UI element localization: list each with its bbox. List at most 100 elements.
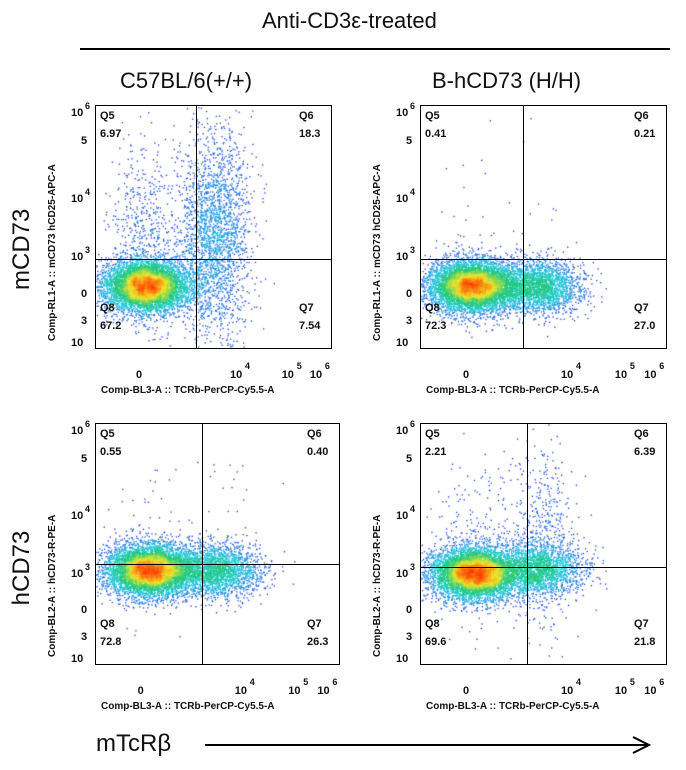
y-tick-exponent: 4	[410, 187, 416, 197]
quadrant-gate-horizontal[interactable]	[96, 259, 331, 260]
y-tick-label: 10	[396, 510, 409, 523]
y-tick-label: 10	[396, 567, 409, 580]
y-tick-label: 10	[71, 424, 84, 437]
y-tick-exponent: 3	[410, 561, 416, 572]
quadrant-name-q5: Q5	[100, 428, 115, 440]
x-tick-exponent: 5	[303, 677, 309, 687]
x-axis-title: Comp-BL3-A :: TCRb-PerCP-Cy5.5-A	[101, 701, 275, 712]
x-tick-label: 10	[614, 685, 628, 697]
y-tick-label: 3	[406, 631, 413, 644]
y-tick-label: 10	[71, 251, 84, 263]
y-tick-label: 10	[396, 251, 409, 263]
x-tick-label: 10	[317, 685, 330, 697]
quadrant-gate-horizontal[interactable]	[96, 564, 339, 565]
quadrant-gate-vertical[interactable]	[196, 106, 197, 348]
y-axis-title: Comp-RL1-A :: mCD73 hCD25-APC-A	[372, 164, 383, 341]
y-tick-label: 10	[71, 337, 84, 349]
y-tick-label: 10	[396, 107, 409, 119]
header-rule	[80, 48, 670, 50]
x-tick-label: 10	[561, 685, 574, 697]
x-tick-exponent: 6	[659, 361, 665, 371]
quadrant-value-q5: 6.97	[100, 128, 122, 140]
density-canvas	[421, 106, 666, 348]
y-tick-exponent: 3	[410, 245, 416, 255]
quadrant-name-q7: Q7	[307, 618, 322, 630]
x-tick-label: 10	[644, 369, 657, 381]
quadrant-value-q6: 0.21	[634, 128, 656, 140]
x-tick-exponent: 4	[576, 361, 582, 371]
x-tick-exponent: 6	[332, 677, 338, 687]
x-tick-exponent: 5	[296, 361, 302, 371]
quadrant-gate-horizontal[interactable]	[421, 567, 666, 568]
right-arrow-icon	[205, 736, 652, 754]
x-tick-label: 10	[309, 369, 323, 381]
x-axis-title: Comp-BL3-A :: TCRb-PerCP-Cy5.5-A	[426, 385, 600, 396]
x-tick-exponent: 4	[576, 677, 582, 687]
row-label-mcd73: mCD73	[8, 208, 35, 290]
x-tick-label: 10	[644, 685, 657, 697]
y-tick-exponent: 6	[410, 418, 416, 429]
quadrant-name-q7: Q7	[299, 302, 314, 314]
x-direction-label: mTcRβ	[96, 730, 172, 757]
density-plot: Q5 6.97 Q6 18.3 Q8 67.2 Q7 7.54	[95, 105, 332, 349]
density-canvas	[421, 424, 666, 664]
quadrant-value-q5: 0.41	[425, 128, 447, 140]
y-tick-exponent: 4	[85, 504, 91, 515]
y-tick-label: 3	[81, 631, 88, 644]
quadrant-gate-horizontal[interactable]	[421, 259, 666, 260]
x-tick-label: 10	[234, 685, 248, 697]
density-canvas	[96, 106, 331, 348]
y-tick-label: 0	[81, 604, 88, 617]
quadrant-name-q8: Q8	[425, 302, 440, 314]
x-tick-label: 10	[561, 369, 574, 381]
quadrant-name-q5: Q5	[100, 110, 115, 122]
y-tick-label: 10	[396, 424, 409, 437]
quadrant-name-q6: Q6	[307, 428, 322, 440]
x-tick-exponent: 6	[659, 677, 665, 687]
y-tick-label: 10	[396, 193, 409, 205]
quadrant-gate-vertical[interactable]	[523, 106, 524, 348]
quadrant-value-q5: 0.55	[100, 446, 122, 458]
y-tick-label: 0	[81, 288, 88, 300]
x-axis-title: Comp-BL3-A :: TCRb-PerCP-Cy5.5-A	[101, 385, 275, 396]
quadrant-value-q8: 72.3	[425, 320, 447, 332]
y-tick-label: 0	[406, 288, 413, 300]
quadrant-name-q5: Q5	[425, 110, 440, 122]
y-tick-label: 10	[71, 653, 84, 666]
density-canvas	[96, 424, 339, 664]
y-tick-label: 5	[81, 135, 88, 147]
quadrant-value-q6: 18.3	[299, 128, 321, 140]
quadrant-value-q7: 27.0	[634, 320, 656, 332]
y-axis-title: Comp-BL2-A :: hCD73-R-PE-A	[372, 514, 383, 657]
quadrant-gate-vertical[interactable]	[202, 424, 203, 664]
quadrant-name-q8: Q8	[100, 302, 115, 314]
density-plot: Q5 0.41 Q6 0.21 Q8 72.3 Q7 27.0	[420, 105, 667, 349]
quadrant-name-q5: Q5	[425, 428, 440, 440]
x-tick-label: 0	[463, 369, 470, 381]
x-tick-label: 0	[463, 685, 470, 697]
y-tick-exponent: 6	[85, 101, 91, 111]
x-tick-exponent: 6	[324, 361, 330, 371]
column-label-humanized: B-hCD73 (H/H)	[432, 68, 582, 93]
x-tick-exponent: 4	[245, 361, 251, 371]
x-tick-exponent: 5	[629, 361, 635, 371]
quadrant-gate-vertical[interactable]	[527, 424, 528, 664]
x-tick-label: 10	[230, 369, 243, 381]
y-axis-title: Comp-RL1-A :: mCD73 hCD25-APC-A	[47, 164, 58, 341]
row-label-hcd73: hCD73	[8, 530, 35, 606]
quadrant-value-q8: 67.2	[100, 320, 122, 332]
y-tick-label: 3	[406, 315, 413, 327]
y-tick-label: 10	[396, 337, 409, 349]
quadrant-name-q8: Q8	[100, 618, 115, 630]
column-label-wildtype: C57BL/6(+/+)	[120, 68, 253, 93]
x-tick-label: 10	[281, 369, 294, 381]
y-tick-label: 10	[71, 193, 84, 205]
y-tick-label: 3	[81, 315, 88, 327]
y-tick-exponent: 6	[85, 418, 91, 429]
quadrant-value-q8: 69.6	[425, 636, 447, 648]
y-tick-label: 5	[81, 452, 88, 465]
y-tick-label: 5	[406, 135, 413, 147]
quadrant-value-q6: 6.39	[634, 446, 656, 458]
quadrant-name-q6: Q6	[634, 110, 649, 122]
x-tick-label: 0	[137, 685, 144, 697]
